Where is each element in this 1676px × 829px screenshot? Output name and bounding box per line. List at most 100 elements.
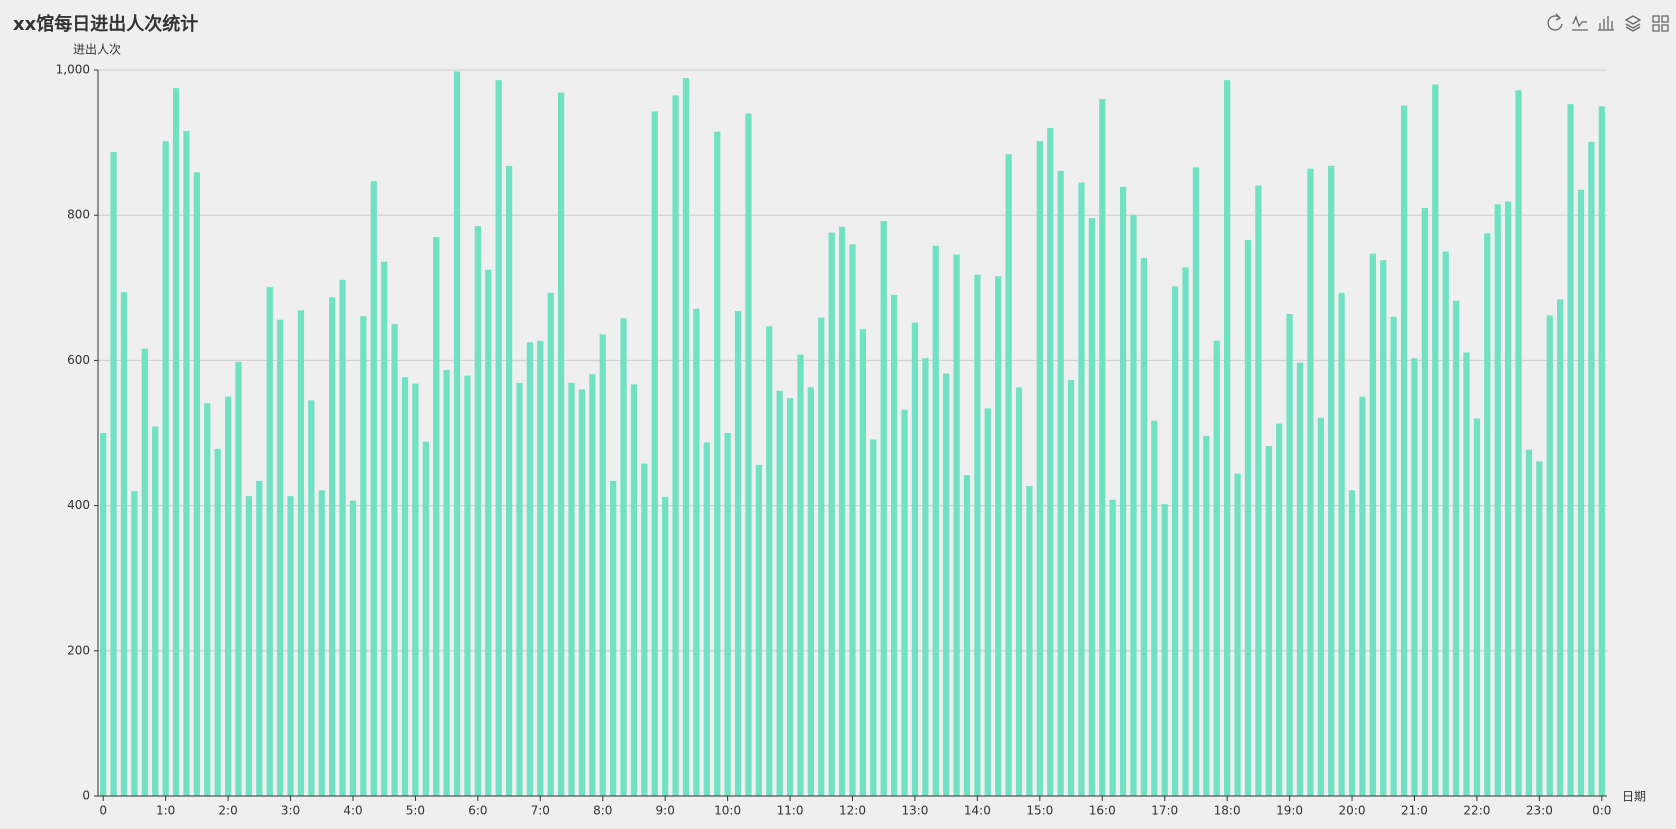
x-tick-label: 14:0	[964, 804, 991, 818]
bar	[859, 329, 867, 796]
bar	[1598, 106, 1605, 797]
bar	[1047, 128, 1054, 796]
bar	[610, 480, 617, 796]
bar	[245, 496, 253, 796]
bar	[495, 80, 502, 796]
y-tick-label: 200	[67, 643, 90, 657]
bar	[1567, 104, 1574, 796]
y-tick-label: 0	[82, 789, 90, 803]
x-tick-label: 0	[99, 804, 107, 818]
bar	[1400, 105, 1408, 797]
bar	[984, 408, 991, 796]
bar	[443, 369, 450, 796]
bar	[1224, 80, 1231, 796]
x-tick-label: 1:0	[156, 804, 175, 818]
bar	[193, 172, 200, 797]
bar	[1203, 435, 1210, 796]
bar	[1255, 185, 1262, 796]
bar	[838, 226, 846, 797]
y-tick-label: 400	[67, 498, 90, 512]
bar	[880, 221, 887, 796]
y-tick-label: 1,000	[56, 63, 90, 77]
bar	[110, 152, 117, 797]
x-tick-label: 22:0	[1463, 804, 1490, 818]
bar	[1494, 204, 1501, 796]
x-tick-label: 18:0	[1214, 804, 1241, 818]
bar	[1140, 258, 1148, 796]
bar	[547, 292, 554, 796]
bar	[901, 409, 908, 796]
x-tick-label: 16:0	[1089, 804, 1116, 818]
x-tick-label: 6:0	[468, 804, 487, 818]
x-tick-label: 21:0	[1401, 804, 1428, 818]
bar	[1525, 449, 1533, 796]
bar	[433, 236, 440, 797]
bar	[995, 276, 1002, 797]
bar	[1130, 215, 1137, 796]
bar	[1005, 154, 1012, 796]
toolbox[interactable]	[1547, 13, 1669, 32]
bar	[1348, 490, 1356, 796]
x-tick-label: 12:0	[839, 804, 866, 818]
bar	[1505, 201, 1512, 796]
x-tick-label: 4:0	[343, 804, 362, 818]
bar-icon[interactable]	[1598, 16, 1614, 31]
bar	[1078, 182, 1085, 796]
bar	[276, 319, 284, 796]
tiled-icon[interactable]	[1652, 15, 1669, 32]
bar	[745, 113, 752, 796]
bar	[1171, 286, 1179, 796]
bar	[1276, 423, 1283, 796]
bar	[849, 244, 856, 797]
bar	[1411, 358, 1418, 796]
bar	[1328, 165, 1335, 796]
bar	[776, 390, 783, 796]
chart-title: xx馆每日进出人次统计	[13, 13, 198, 35]
x-axis-label: 日期	[1622, 790, 1646, 804]
bar	[974, 274, 981, 796]
restore-icon[interactable]	[1547, 13, 1563, 31]
bar	[963, 475, 971, 796]
bar	[235, 361, 242, 796]
bar	[911, 322, 919, 796]
bar	[100, 433, 107, 796]
bar	[682, 77, 690, 796]
stack-icon[interactable]	[1624, 15, 1642, 32]
x-tick-label: 3:0	[281, 804, 300, 818]
x-tick-label: 9:0	[656, 804, 675, 818]
x-tick-label: 17:0	[1151, 804, 1178, 818]
bar	[1234, 473, 1241, 796]
bar	[131, 491, 138, 796]
line-icon[interactable]	[1572, 15, 1588, 31]
bar	[1380, 260, 1387, 796]
bar	[1536, 461, 1543, 796]
bar	[339, 279, 346, 797]
bar	[474, 226, 481, 797]
bar	[1359, 396, 1366, 796]
bar	[1307, 168, 1314, 797]
bar	[1546, 315, 1553, 796]
x-tick-label: 2:0	[218, 804, 237, 818]
bar	[172, 88, 180, 796]
y-axis-label: 进出人次	[73, 43, 121, 57]
bar	[1463, 352, 1470, 796]
bar	[1161, 504, 1168, 796]
bar	[1067, 380, 1075, 796]
bar	[464, 375, 471, 796]
bar	[256, 480, 263, 796]
bar	[1182, 267, 1189, 796]
bar	[152, 426, 159, 796]
bar	[641, 463, 648, 796]
bar	[318, 490, 325, 796]
x-tick-label: 15:0	[1026, 804, 1053, 818]
bar	[630, 384, 638, 796]
bar	[1390, 316, 1397, 796]
bar	[370, 181, 377, 796]
x-tick-label: 20:0	[1339, 804, 1366, 818]
bar	[381, 261, 388, 796]
x-tick-label: 23:0	[1526, 804, 1553, 818]
bar	[1286, 313, 1293, 796]
bar	[589, 374, 596, 796]
x-tick-label: 10:0	[714, 804, 741, 818]
bar	[308, 400, 315, 796]
